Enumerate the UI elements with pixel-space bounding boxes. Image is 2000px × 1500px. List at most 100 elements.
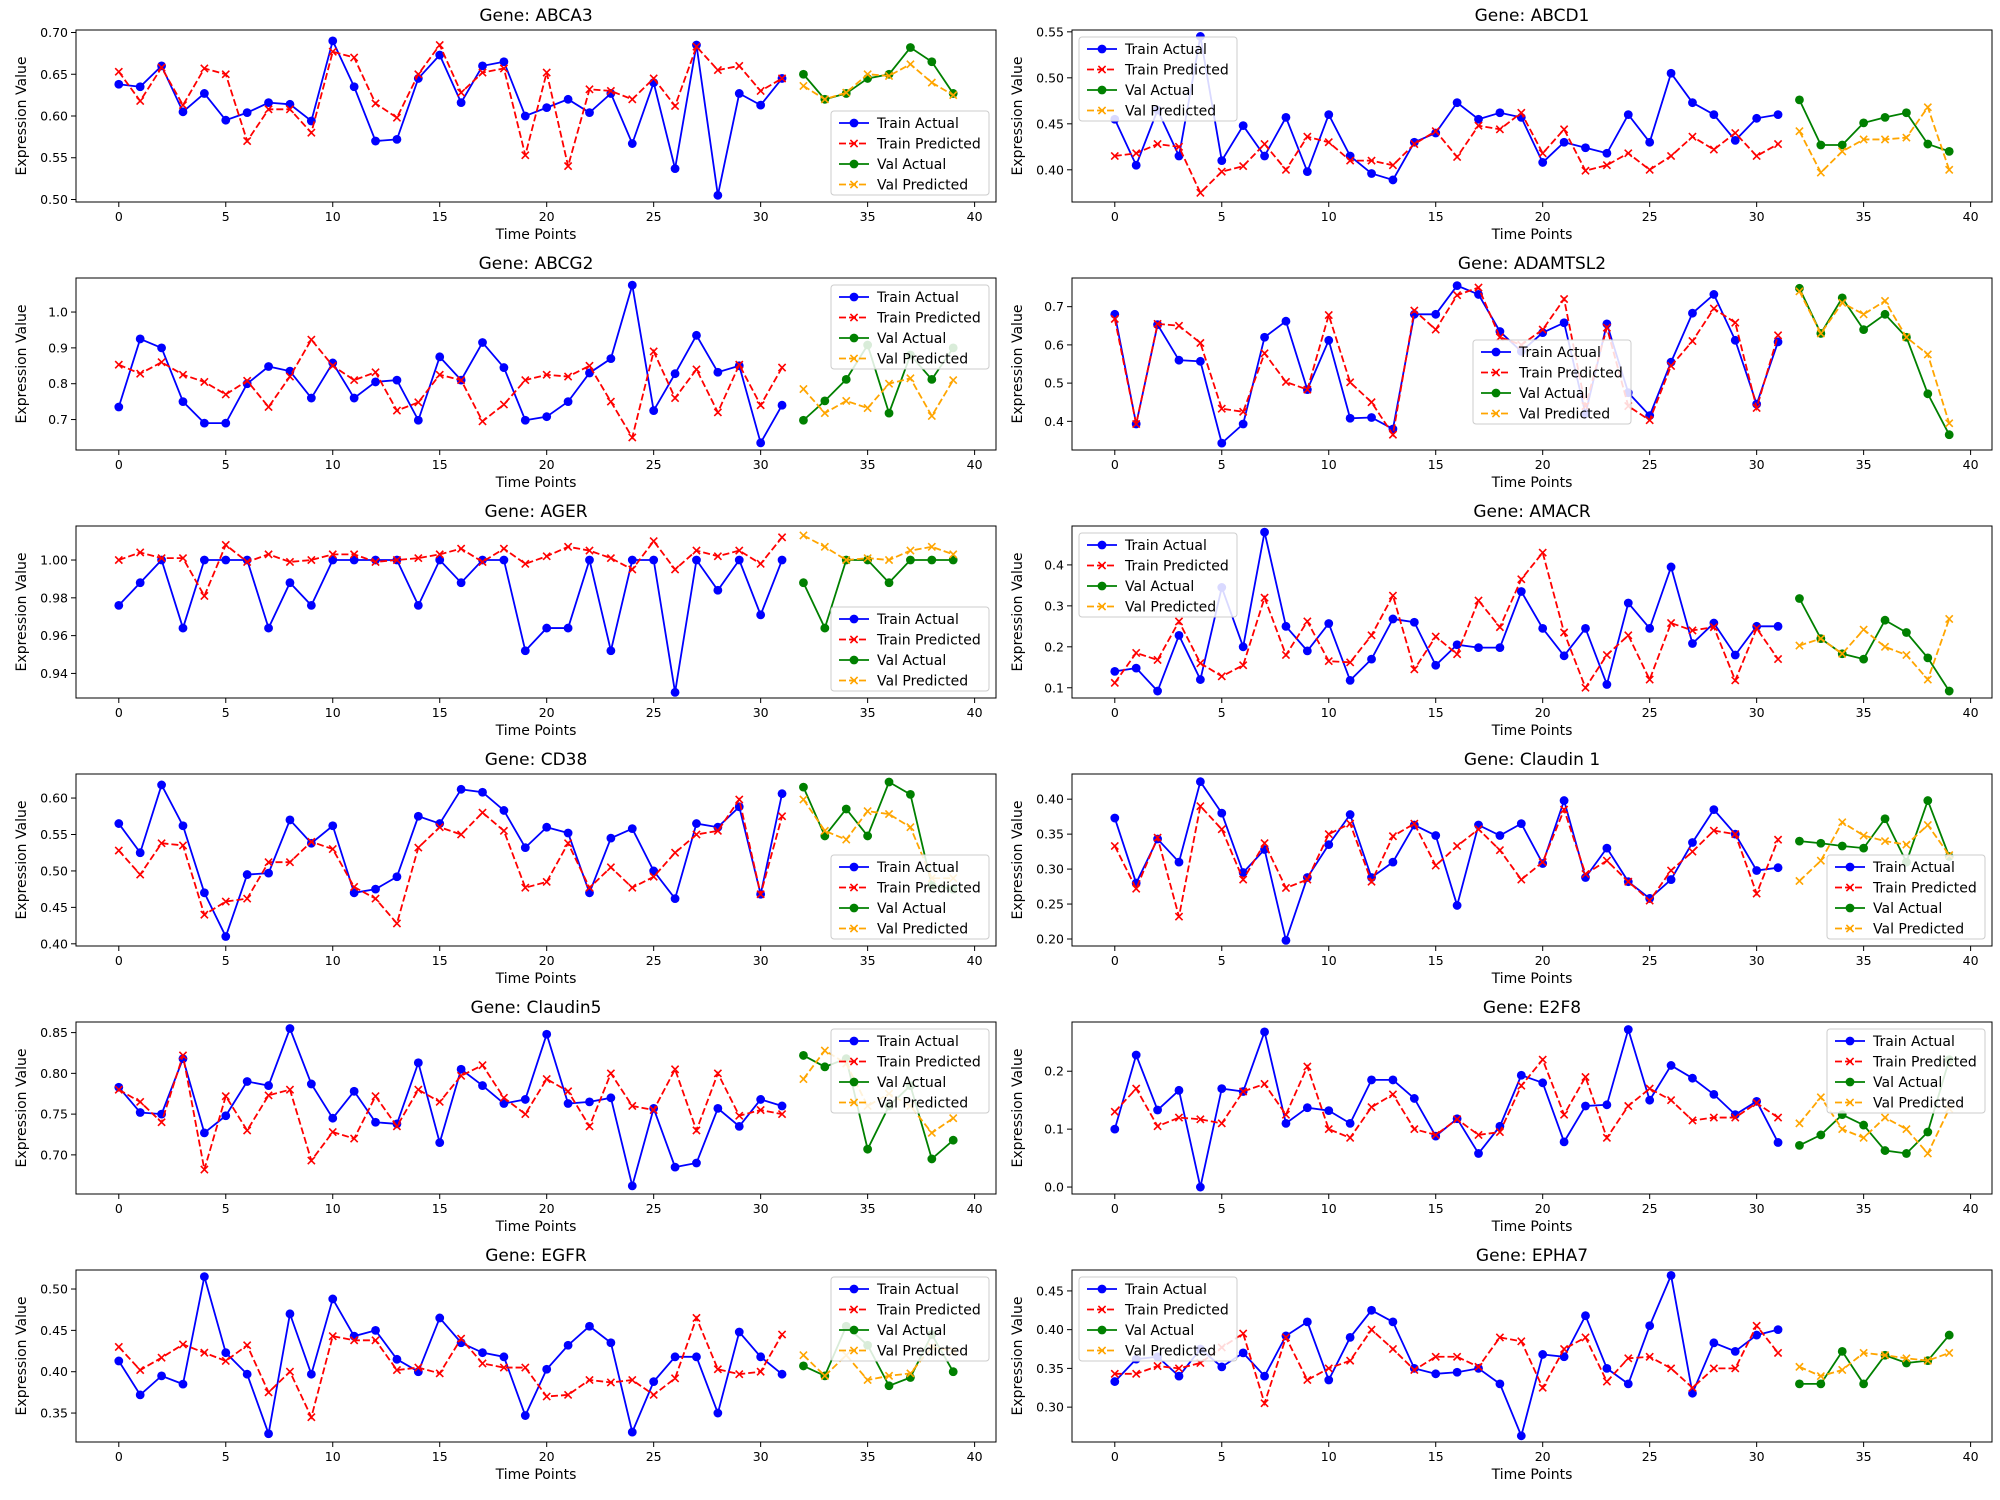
- data-point: [1281, 883, 1291, 893]
- data-point: [1944, 147, 1954, 156]
- data-point: [328, 47, 337, 56]
- data-point: [820, 1062, 830, 1072]
- data-point: [713, 367, 723, 377]
- data-point: [863, 555, 873, 565]
- data-point: [1495, 1379, 1505, 1389]
- legend-box: [1826, 1028, 1986, 1114]
- data-point: [949, 90, 958, 100]
- data-point: [927, 555, 937, 565]
- data-point: [307, 1156, 316, 1165]
- data-point: [1559, 294, 1569, 304]
- legend-entry-label: Val Predicted: [877, 1344, 968, 1360]
- data-point: [435, 1313, 445, 1323]
- data-point: [884, 809, 894, 819]
- data-point: [949, 550, 958, 559]
- data-point: [478, 808, 487, 817]
- data-point: [1538, 149, 1547, 158]
- data-point: [285, 1309, 295, 1319]
- legend-entry-label: Val Predicted: [877, 674, 968, 690]
- data-point: [1281, 165, 1291, 174]
- x-tick-label: 20: [539, 953, 555, 968]
- data-point: [628, 1375, 637, 1385]
- data-point: [307, 335, 316, 344]
- data-point: [1816, 634, 1826, 643]
- data-point: [1174, 1113, 1184, 1122]
- x-tick-label: 10: [325, 209, 341, 224]
- legend-entry-label: Train Actual: [1872, 1034, 1955, 1050]
- data-point: [264, 623, 273, 633]
- series-train-actual: [114, 555, 787, 697]
- data-point: [734, 89, 744, 98]
- x-tick-label: 40: [967, 209, 983, 224]
- data-point: [542, 822, 552, 832]
- data-point: [114, 819, 124, 828]
- legend-entry-label: Val Actual: [877, 1075, 946, 1091]
- data-point: [1581, 869, 1590, 879]
- data-point: [1880, 1113, 1890, 1122]
- data-point: [563, 161, 573, 171]
- data-point: [927, 1128, 936, 1138]
- x-tick-label: 25: [646, 705, 662, 720]
- data-point: [307, 128, 316, 137]
- data-point: [1131, 160, 1141, 170]
- data-point: [1902, 1358, 1911, 1368]
- x-tick-label: 10: [325, 457, 341, 472]
- data-point: [1880, 814, 1890, 824]
- subplot-11: Gene: EPHA7 0 5 10 15 20 25 30 35 40 0.30 0.35 0.40 0…: [1010, 1246, 1993, 1483]
- data-point: [1131, 1050, 1141, 1060]
- data-point: [264, 98, 273, 108]
- data-point: [1923, 675, 1932, 684]
- data-point: [1174, 142, 1184, 151]
- y-tick-label: 0.45: [1036, 116, 1064, 131]
- series-train-predicted: [114, 795, 787, 928]
- data-point: [1324, 840, 1334, 850]
- legend-entry-label: Val Actual: [1125, 579, 1194, 595]
- data-point: [1174, 151, 1184, 161]
- legend-entry-label: Train Actual: [1872, 860, 1955, 876]
- data-point: [799, 1361, 808, 1371]
- data-point: [478, 1359, 487, 1368]
- series-train-predicted: [1110, 801, 1783, 921]
- y-tick-label: 0.65: [40, 67, 68, 82]
- data-point: [392, 1365, 402, 1375]
- data-point: [478, 1348, 487, 1358]
- data-point: [649, 536, 658, 546]
- data-point: [328, 1294, 338, 1304]
- x-tick-label: 20: [1535, 209, 1551, 224]
- data-point: [1795, 836, 1804, 846]
- data-point: [1624, 1354, 1633, 1363]
- data-point: [1902, 840, 1911, 849]
- data-point: [328, 844, 337, 854]
- x-axis-label: Time Points: [1491, 723, 1573, 739]
- data-point: [414, 70, 423, 79]
- legend-marker: [1491, 388, 1501, 398]
- legend: Train Actual Train Predicted Val Actual Val…: [830, 1028, 990, 1114]
- data-point: [413, 600, 423, 610]
- data-point: [735, 61, 744, 71]
- data-point: [1238, 661, 1248, 670]
- data-point: [692, 1158, 701, 1168]
- data-point: [242, 555, 252, 565]
- x-tick-label: 15: [432, 209, 448, 224]
- data-point: [456, 830, 466, 839]
- y-axis-label: Expression Value: [1010, 305, 1026, 424]
- data-point: [1281, 112, 1291, 122]
- data-point: [756, 1352, 766, 1362]
- data-point: [242, 1077, 252, 1086]
- legend: Train Actual Train Predicted Val Actual Val…: [830, 110, 990, 196]
- data-point: [1559, 318, 1569, 328]
- legend-marker: [849, 1077, 859, 1087]
- data-point: [627, 1181, 637, 1191]
- data-point: [435, 550, 444, 559]
- data-point: [756, 401, 765, 410]
- series-line: [802, 377, 954, 418]
- data-point: [906, 374, 915, 383]
- data-point: [777, 1101, 787, 1111]
- data-point: [1345, 378, 1355, 387]
- x-tick-label: 0: [115, 1201, 123, 1216]
- data-point: [820, 396, 830, 406]
- data-point: [1538, 1350, 1548, 1359]
- data-point: [627, 139, 637, 148]
- data-point: [1623, 598, 1633, 608]
- legend-box: [1472, 339, 1632, 425]
